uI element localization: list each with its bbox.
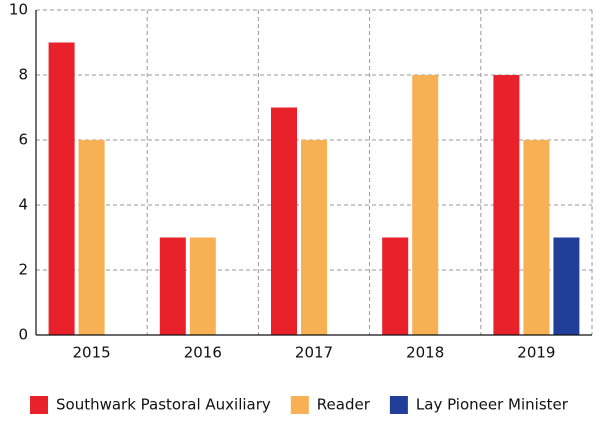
bar bbox=[159, 237, 186, 335]
bar bbox=[78, 140, 105, 335]
x-tick-label: 2015 bbox=[73, 344, 111, 362]
bar bbox=[48, 42, 75, 335]
bar bbox=[271, 107, 297, 335]
bar bbox=[493, 75, 520, 335]
x-tick-label: 2019 bbox=[517, 344, 555, 362]
x-tick-label: 2017 bbox=[295, 344, 333, 362]
legend-swatch bbox=[30, 396, 48, 414]
x-tick-label: 2018 bbox=[406, 344, 444, 362]
legend-label: Southwark Pastoral Auxiliary bbox=[56, 396, 271, 414]
y-tick-label: 4 bbox=[18, 196, 28, 214]
bar bbox=[382, 237, 409, 335]
legend-label: Reader bbox=[317, 396, 371, 414]
y-tick-label: 0 bbox=[18, 326, 28, 344]
legend-label: Lay Pioneer Minister bbox=[416, 396, 569, 414]
bar bbox=[523, 140, 550, 335]
x-tick-label: 2016 bbox=[184, 344, 222, 362]
y-tick-label: 6 bbox=[18, 131, 28, 149]
bar bbox=[553, 237, 580, 335]
bar bbox=[189, 237, 216, 335]
y-tick-label: 2 bbox=[18, 261, 28, 279]
legend-swatch bbox=[290, 396, 309, 414]
bar bbox=[301, 140, 327, 335]
y-tick-label: 8 bbox=[18, 66, 28, 84]
bar bbox=[412, 75, 439, 335]
legend-swatch bbox=[389, 396, 408, 414]
y-tick-label: 10 bbox=[9, 1, 28, 19]
